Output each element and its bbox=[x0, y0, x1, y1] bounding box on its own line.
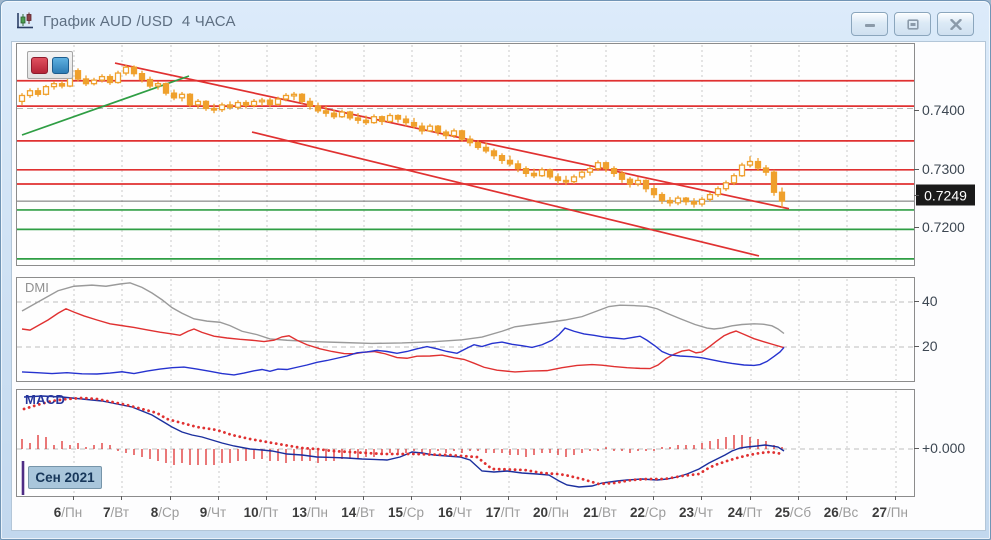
dmi-series-DI+ bbox=[21, 307, 785, 373]
date-label: 22/Ср bbox=[629, 505, 667, 520]
axis-tick bbox=[914, 169, 919, 170]
axis-tick bbox=[73, 496, 74, 500]
title-bar[interactable]: График AUD /USD 4 ЧАСА bbox=[1, 1, 990, 41]
date-label: 21/Вт bbox=[583, 505, 617, 520]
buy-button[interactable] bbox=[52, 56, 69, 74]
dmi-indicator-label: DMI bbox=[25, 280, 49, 295]
axis-tick bbox=[914, 301, 919, 302]
dmi-axis-label: 40 bbox=[922, 293, 938, 309]
candlestick-chart-icon bbox=[17, 12, 33, 29]
price-axis-label: 0.7200 bbox=[922, 219, 965, 235]
date-label: 24/Пт bbox=[727, 505, 763, 520]
dmi-series-ADX bbox=[21, 282, 785, 345]
axis-tick bbox=[750, 496, 751, 500]
axis-tick bbox=[556, 496, 557, 500]
restore-icon bbox=[906, 18, 919, 30]
sell-button[interactable] bbox=[31, 56, 48, 74]
minimize-button[interactable] bbox=[851, 12, 888, 36]
candles bbox=[18, 64, 786, 208]
axis-tick bbox=[121, 496, 122, 500]
dmi-series-DI- bbox=[21, 327, 785, 376]
minimize-icon bbox=[864, 23, 875, 27]
date-label: 9/Чт bbox=[199, 505, 227, 520]
axis-tick bbox=[315, 496, 316, 500]
window-title: График AUD /USD 4 ЧАСА bbox=[43, 12, 236, 30]
dmi-axis-label: 20 bbox=[922, 338, 938, 354]
chart-toolbar bbox=[27, 51, 73, 79]
date-label: 7/Вт bbox=[102, 505, 130, 520]
macd-axis-label: +0.000 bbox=[922, 440, 966, 456]
macd-indicator-label: MACD bbox=[25, 392, 66, 407]
price-axis-label: 0.7300 bbox=[922, 161, 965, 177]
dmi-chart[interactable] bbox=[17, 278, 914, 381]
macd-chart[interactable] bbox=[17, 390, 914, 496]
dmi-panel[interactable]: DMI bbox=[16, 277, 915, 382]
axis-tick bbox=[508, 496, 509, 500]
axis-tick bbox=[914, 195, 919, 196]
date-label: 26/Вс bbox=[823, 505, 859, 520]
axis-tick bbox=[895, 496, 896, 500]
axis-tick bbox=[460, 496, 461, 500]
axis-tick bbox=[266, 496, 267, 500]
axis-tick bbox=[914, 448, 919, 449]
axis-tick bbox=[798, 496, 799, 500]
current-price-badge: 0.7249 bbox=[916, 184, 975, 206]
price-chart-panel[interactable] bbox=[16, 43, 915, 266]
axis-tick bbox=[846, 496, 847, 500]
close-button[interactable] bbox=[937, 12, 974, 36]
macd-signal-line bbox=[22, 396, 784, 486]
date-label: 10/Пт bbox=[243, 505, 279, 520]
date-label: 25/Сб bbox=[774, 505, 812, 520]
date-label: 15/Ср bbox=[387, 505, 425, 520]
date-label: 20/Пн bbox=[533, 505, 569, 520]
window-controls bbox=[851, 12, 974, 36]
restore-button[interactable] bbox=[894, 12, 931, 36]
macd-panel[interactable]: MACD bbox=[16, 389, 915, 497]
date-label: 8/Ср bbox=[150, 505, 180, 520]
axis-tick bbox=[914, 346, 919, 347]
date-label: 17/Пт bbox=[485, 505, 521, 520]
date-label: 14/Вт bbox=[341, 505, 375, 520]
axis-tick bbox=[701, 496, 702, 500]
axis-tick bbox=[170, 496, 171, 500]
candlestick-chart[interactable] bbox=[17, 44, 914, 265]
macd-line bbox=[23, 395, 785, 488]
date-label: 23/Чт bbox=[679, 505, 713, 520]
axis-tick bbox=[914, 227, 919, 228]
axis-tick bbox=[653, 496, 654, 500]
date-label: 6/Пн bbox=[53, 505, 83, 520]
date-label: 13/Пн bbox=[292, 505, 328, 520]
month-badge: Сен 2021 bbox=[28, 466, 102, 489]
axis-tick bbox=[914, 110, 919, 111]
price-axis-label: 0.7400 bbox=[922, 102, 965, 118]
close-icon bbox=[949, 18, 962, 30]
date-label: 27/Пн bbox=[872, 505, 908, 520]
axis-tick bbox=[363, 496, 364, 500]
axis-tick bbox=[218, 496, 219, 500]
axis-tick bbox=[605, 496, 606, 500]
axis-tick bbox=[411, 496, 412, 500]
date-label: 16/Чт bbox=[438, 505, 472, 520]
